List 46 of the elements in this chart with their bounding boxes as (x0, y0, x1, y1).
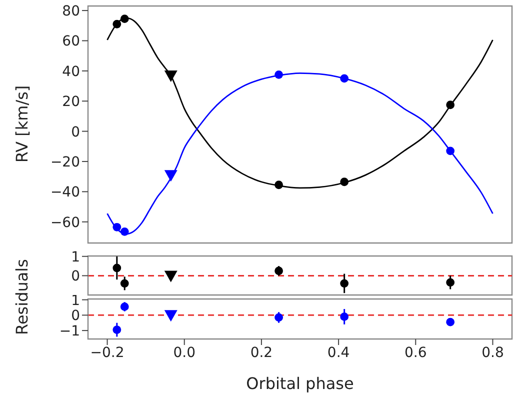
y-axis-title: RV [km/s] (12, 85, 32, 163)
point (340, 74, 349, 83)
line-series (106, 72, 494, 235)
y-tick-label: 20 (62, 94, 80, 110)
point (120, 302, 129, 311)
y-tick-label: −20 (50, 154, 80, 170)
x-tick-label: 0.4 (327, 344, 350, 361)
y-axis-title: Residuals (12, 259, 32, 335)
point (446, 100, 455, 110)
point (274, 313, 283, 322)
point (340, 312, 349, 321)
point (274, 180, 283, 190)
point (164, 310, 178, 322)
y-tick-label: 0 (71, 124, 80, 140)
point (274, 266, 283, 276)
y-tick-label: 60 (62, 34, 80, 50)
y-tick-label: 0 (71, 268, 80, 285)
point (112, 20, 122, 28)
x-tick-label: 0.2 (250, 344, 273, 361)
point (120, 279, 129, 288)
y-tick-label: −60 (50, 214, 80, 231)
x-tick-label: 0.6 (404, 344, 427, 361)
x-tick-label: 0.8 (482, 344, 504, 361)
point (446, 318, 455, 326)
point (112, 222, 122, 232)
point (120, 14, 129, 24)
point (112, 264, 122, 272)
point (164, 70, 178, 82)
point (446, 278, 455, 287)
x-axis-title: Orbital phase (246, 374, 354, 393)
y-tick-label: −40 (50, 184, 80, 201)
point (274, 70, 283, 79)
x-tick-label: 0.0 (173, 344, 196, 361)
point (164, 170, 178, 182)
point (120, 227, 129, 236)
x-tick-label: −0.2 (90, 344, 124, 361)
y-tick-label: 0 (71, 308, 80, 324)
point (164, 270, 178, 282)
y-tick-label: 1 (71, 249, 80, 266)
point (340, 178, 349, 186)
y-tick-label: 40 (62, 64, 80, 80)
point (446, 146, 455, 156)
y-tick-label: −1 (59, 324, 80, 340)
point (112, 326, 122, 334)
point (340, 279, 349, 288)
y-tick-label: 80 (62, 4, 80, 20)
